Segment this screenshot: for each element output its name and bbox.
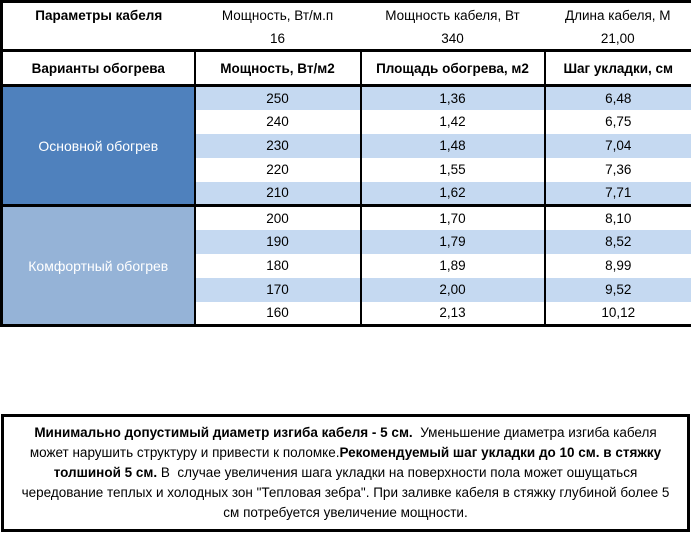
data-cell: 1,62 (359, 181, 545, 206)
data-cell: 190 (193, 229, 361, 254)
heating-category-cell: Основной обогрев (1, 85, 196, 206)
column-header-power: Мощность, Вт/м2 (193, 49, 362, 87)
data-cell: 160 (193, 301, 361, 326)
data-cell: 7,04 (543, 133, 691, 158)
param-value-power-per-m: 16 (269, 30, 286, 46)
column-header-variants: Варианты обогрева (0, 49, 196, 87)
data-cell: 2,00 (359, 277, 545, 302)
data-cell: 7,36 (543, 157, 691, 182)
data-cell: 1,70 (359, 204, 545, 230)
data-cell: 210 (193, 181, 361, 206)
data-cell: 1,42 (359, 109, 545, 134)
data-cell: 8,10 (543, 204, 691, 230)
data-cell: 250 (193, 85, 361, 110)
heating-rows: Основной обогрев 250 1,36 6,48 240 1,42 6,75 23… (1, 85, 691, 326)
data-cell: 9,52 (543, 277, 691, 302)
data-cell: 1,79 (359, 229, 545, 254)
data-cell: 6,48 (543, 85, 691, 110)
heating-header-row: Варианты обогрева Мощность, Вт/м2 Площад… (0, 49, 691, 87)
data-cell: 240 (193, 109, 361, 134)
table-row: 180 1,89 8,99 (2, 253, 691, 278)
table-row: Комфортный обогрев 200 1,70 8,10 (1, 204, 691, 326)
note-box: Минимально допустимый диаметр изгиба каб… (1, 414, 690, 532)
params-value-row: 16 340 21,00 (2, 28, 691, 51)
param-label-cable-power: Мощность кабеля, Вт (385, 7, 520, 23)
params-empty-cell (2, 28, 195, 51)
params-title: Параметры кабеля (35, 7, 163, 23)
table-row: 230 1,48 7,04 (2, 133, 691, 158)
param-value-cable-power: 340 (441, 30, 464, 46)
data-cell: 200 (193, 204, 361, 230)
data-cell: 180 (193, 253, 361, 278)
data-cell: 220 (193, 157, 361, 182)
column-header-area: Площадь обогрева, м2 (359, 49, 546, 87)
table-row: 210 1,62 7,71 (2, 181, 691, 206)
data-cell: 10,12 (543, 301, 691, 326)
table-row: 190 1,79 8,52 (2, 229, 691, 254)
table-row: 170 2,00 9,52 (2, 277, 691, 302)
note-text: Минимально допустимый диаметр изгиба каб… (21, 425, 674, 520)
data-cell: 1,36 (359, 85, 545, 110)
data-cell: 1,89 (359, 253, 545, 278)
heating-category-cell: Комфортный обогрев (1, 204, 196, 326)
data-cell: 1,48 (359, 133, 545, 158)
cable-parameters-table: Параметры кабеля Мощность, Вт/м.п Мощнос… (0, 0, 691, 327)
data-cell: 1,55 (359, 157, 545, 182)
column-header-spacing: Шаг укладки, см (543, 49, 691, 87)
data-cell: 7,71 (543, 181, 691, 206)
table-row: Основной обогрев 250 1,36 6,48 (1, 85, 691, 206)
data-cell: 8,99 (543, 253, 691, 278)
data-cell: 6,75 (543, 109, 691, 134)
table-row: 220 1,55 7,36 (2, 157, 691, 182)
params-header-row: Параметры кабеля Мощность, Вт/м.п Мощнос… (2, 2, 691, 28)
data-cell: 230 (193, 133, 361, 158)
param-value-cable-length: 21,00 (600, 30, 635, 46)
data-cell: 2,13 (359, 301, 545, 326)
data-cell: 170 (193, 277, 361, 302)
table-row: 160 2,13 10,12 (2, 301, 691, 326)
table-row: 240 1,42 6,75 (2, 109, 691, 134)
param-label-cable-length: Длина кабеля, М (564, 7, 671, 23)
data-cell: 8,52 (543, 229, 691, 254)
param-label-power-per-m: Мощность, Вт/м.п (221, 7, 334, 23)
